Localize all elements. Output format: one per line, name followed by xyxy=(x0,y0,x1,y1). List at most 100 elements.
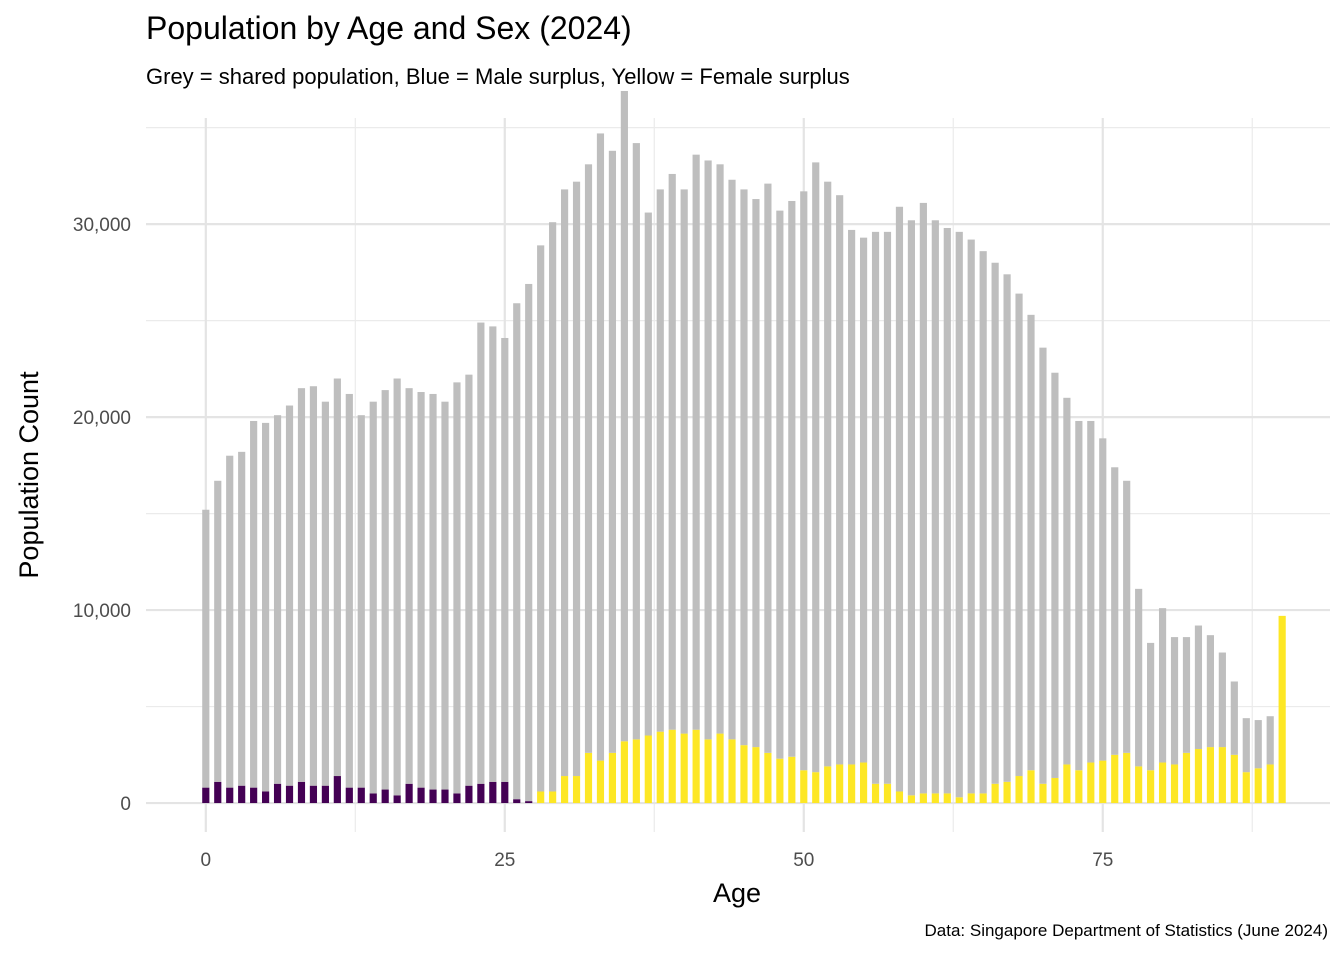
bar-male-surplus xyxy=(406,784,413,803)
bar-female-surplus xyxy=(992,784,999,803)
bar-female-surplus xyxy=(1027,770,1034,803)
bar-female-surplus xyxy=(980,793,987,803)
bar-male-surplus xyxy=(394,795,401,803)
bar-shared xyxy=(836,195,843,764)
bar-female-surplus xyxy=(1039,784,1046,803)
bar-male-surplus xyxy=(513,799,520,803)
bar-shared xyxy=(669,174,676,730)
bar-male-surplus xyxy=(525,801,532,803)
bar-male-surplus xyxy=(370,793,377,803)
bar-shared xyxy=(382,390,389,789)
bar-female-surplus xyxy=(1123,753,1130,803)
x-tick-label: 25 xyxy=(494,850,515,871)
bar-shared xyxy=(417,392,424,788)
bar-shared xyxy=(310,386,317,785)
bar-male-surplus xyxy=(274,784,281,803)
bar-female-surplus xyxy=(669,730,676,803)
bar-shared xyxy=(920,203,927,793)
bar-shared xyxy=(645,213,652,736)
bar-female-surplus xyxy=(872,784,879,803)
bar-shared xyxy=(453,382,460,793)
chart-caption: Data: Singapore Department of Statistics… xyxy=(925,921,1329,941)
bar-male-surplus xyxy=(286,786,293,803)
bar-shared xyxy=(764,184,771,753)
bar-male-surplus xyxy=(250,788,257,803)
bar-female-surplus xyxy=(1111,755,1118,803)
bar-shared xyxy=(848,230,855,765)
bar-shared xyxy=(609,151,616,753)
bar-shared xyxy=(1207,635,1214,747)
bar-shared xyxy=(992,263,999,784)
bar-female-surplus xyxy=(1183,753,1190,803)
bar-shared xyxy=(334,379,341,777)
bar-shared xyxy=(1171,637,1178,764)
bar-female-surplus xyxy=(764,753,771,803)
bar-shared xyxy=(860,238,867,763)
bar-shared xyxy=(896,207,903,792)
bar-shared xyxy=(633,143,640,739)
bar-female-surplus xyxy=(800,770,807,803)
bar-shared xyxy=(1087,421,1094,763)
bar-female-surplus xyxy=(932,793,939,803)
bar-shared xyxy=(346,394,353,788)
bar-female-surplus xyxy=(585,753,592,803)
bar-female-surplus xyxy=(740,745,747,803)
bar-shared xyxy=(1123,481,1130,753)
bar-shared xyxy=(238,452,245,786)
bar-female-surplus xyxy=(681,734,688,803)
bar-shared xyxy=(872,232,879,784)
bar-male-surplus xyxy=(310,786,317,803)
bar-female-surplus xyxy=(597,761,604,803)
bar-female-surplus xyxy=(1207,747,1214,803)
bar-male-surplus xyxy=(226,788,233,803)
bar-male-surplus xyxy=(441,790,448,804)
bar-female-surplus xyxy=(1243,772,1250,803)
bar-shared xyxy=(489,326,496,781)
bar-shared xyxy=(1231,681,1238,754)
bar-shared xyxy=(621,91,628,741)
bar-female-surplus xyxy=(1159,763,1166,804)
bar-male-surplus xyxy=(429,790,436,804)
x-tick-label: 0 xyxy=(201,850,212,871)
bar-shared xyxy=(585,164,592,753)
bar-shared xyxy=(800,191,807,770)
bar-male-surplus xyxy=(501,782,508,803)
bar-female-surplus xyxy=(1087,763,1094,804)
bar-shared xyxy=(1075,421,1082,770)
bar-female-surplus xyxy=(1063,764,1070,803)
bar-male-surplus xyxy=(298,782,305,803)
bar-female-surplus xyxy=(836,764,843,803)
bar-female-surplus xyxy=(788,757,795,803)
x-axis-title: Age xyxy=(713,878,761,908)
bar-shared xyxy=(1135,589,1142,767)
bar-shared xyxy=(549,222,556,791)
bar-shared xyxy=(1243,718,1250,772)
bar-male-surplus xyxy=(489,782,496,803)
y-tick-label: 30,000 xyxy=(73,215,131,236)
bar-shared xyxy=(980,251,987,793)
bar-female-surplus xyxy=(776,759,783,803)
bar-shared xyxy=(250,421,257,788)
bar-male-surplus xyxy=(346,788,353,803)
bar-shared xyxy=(740,189,747,745)
bar-shared xyxy=(956,232,963,797)
bar-shared xyxy=(884,232,891,784)
bar-shared xyxy=(202,510,209,788)
bar-female-surplus xyxy=(1279,616,1286,803)
bar-shared xyxy=(705,160,712,739)
bar-male-surplus xyxy=(214,782,221,803)
bar-shared xyxy=(693,155,700,730)
bar-female-surplus xyxy=(1231,755,1238,803)
bar-female-surplus xyxy=(716,734,723,803)
bar-shared xyxy=(944,228,951,793)
bar-female-surplus xyxy=(633,739,640,803)
bar-female-surplus xyxy=(944,793,951,803)
bar-shared xyxy=(286,406,293,786)
bar-male-surplus xyxy=(417,788,424,803)
bar-shared xyxy=(1015,294,1022,776)
bar-male-surplus xyxy=(465,786,472,803)
y-tick-label: 0 xyxy=(120,794,131,815)
bar-female-surplus xyxy=(705,739,712,803)
bar-shared xyxy=(370,402,377,794)
